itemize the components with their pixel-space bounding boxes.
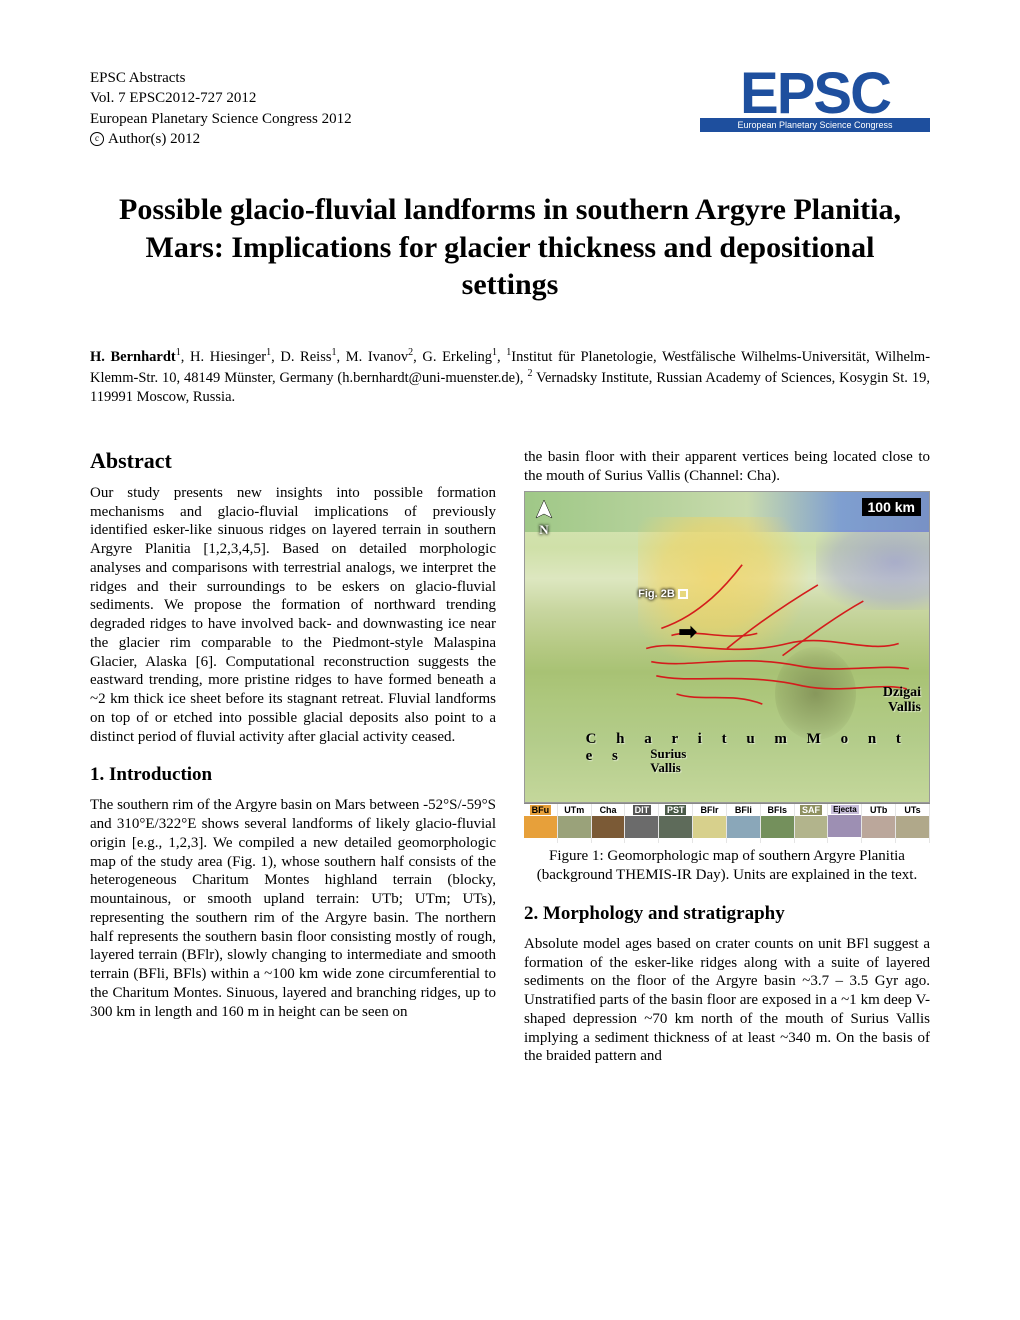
north-label: N [535,522,553,538]
fig-2b-callout: Fig. 2B [638,588,688,600]
authors-affiliations: H. Bernhardt1, H. Hiesinger1, D. Reiss1,… [90,346,930,408]
dzigai-vallis-label: Dzigai Vallis [883,685,921,716]
introduction-text: The southern rim of the Argyre basin on … [90,796,496,1021]
legend-item: PST [659,804,693,843]
legend-item: BFlr [693,804,727,843]
figure-1-map: N 100 km Fig. 2B ➡ Dzigai Vallis C h a r… [524,491,930,803]
abstract-text: Our study presents new insights into pos… [90,484,496,747]
author-lead: H. Bernhardt [90,348,176,364]
copyright-text: Author(s) 2012 [108,129,200,149]
introduction-heading: 1. Introduction [90,764,496,786]
legend-label: BFu [530,805,552,815]
left-column: Abstract Our study presents new insights… [90,448,496,1066]
legend-swatch [524,816,557,838]
copyright: c Author(s) 2012 [90,129,352,149]
epsc-logo-subtitle: European Planetary Science Congress [700,118,930,132]
legend-swatch [896,816,929,838]
surius-vallis-label: Surius Vallis [650,747,686,776]
two-column-layout: Abstract Our study presents new insights… [90,448,930,1066]
legend-label: Cha [598,805,619,815]
epsc-logo-text: EPSC [700,68,930,120]
legend-item: BFls [761,804,795,843]
legend-item: BFu [524,804,558,843]
legend-swatch [828,815,861,837]
legend-swatch [558,816,591,838]
legend-label: SAF [800,805,822,815]
right-column: the basin floor with their apparent vert… [524,448,930,1066]
legend-item: Cha [592,804,626,843]
legend-item: UTs [896,804,930,843]
col2-lead-text: the basin floor with their apparent vert… [524,448,930,486]
legend-label: BFls [765,805,789,815]
meta-line-1: EPSC Abstracts [90,68,352,88]
legend-label: UTb [868,805,890,815]
legend-item: UTb [862,804,896,843]
legend-swatch [693,816,726,838]
legend-item: SAF [795,804,829,843]
legend-item: Ejecta [828,804,862,843]
north-arrow: N [535,500,553,538]
legend-label: UTs [902,805,922,815]
morphology-text: Absolute model ages based on crater coun… [524,935,930,1066]
legend-swatch [795,816,828,838]
header-meta: EPSC Abstracts Vol. 7 EPSC2012-727 2012 … [90,68,352,149]
header: EPSC Abstracts Vol. 7 EPSC2012-727 2012 … [90,68,930,149]
figure-1-caption: Figure 1: Geomorphologic map of southern… [524,847,930,885]
charitum-montes-label: C h a r i t u m M o n t e s [586,731,929,765]
legend-item: UTm [558,804,592,843]
legend-label: PST [665,805,687,815]
figure-legend: BFu UTm Cha DIT PST BFlr BFli BFls SAF Ejecta UTb U… [524,803,930,843]
copyright-icon: c [90,132,104,146]
legend-label: UTm [562,805,586,815]
legend-label: Ejecta [831,805,859,814]
legend-swatch [761,816,794,838]
epsc-logo: EPSC European Planetary Science Congress [700,68,930,132]
legend-swatch [659,816,692,838]
abstract-heading: Abstract [90,448,496,474]
legend-swatch [592,816,625,838]
legend-item: BFli [727,804,761,843]
paper-title: Possible glacio-fluvial landforms in sou… [100,191,920,304]
morphology-heading: 2. Morphology and stratigraphy [524,903,930,925]
legend-label: DIT [633,805,652,815]
meta-line-2: Vol. 7 EPSC2012-727 2012 [90,88,352,108]
legend-swatch [625,816,658,838]
legend-swatch [727,816,760,838]
legend-label: BFlr [699,805,721,815]
direction-arrow-icon: ➡ [679,619,697,645]
scale-bar-label: 100 km [862,498,921,516]
legend-label: BFli [733,805,754,815]
legend-swatch [862,816,895,838]
meta-line-3: European Planetary Science Congress 2012 [90,109,352,129]
fig-2b-box-icon [678,589,688,599]
legend-item: DIT [625,804,659,843]
north-triangle-icon [535,500,553,522]
figure-1: N 100 km Fig. 2B ➡ Dzigai Vallis C h a r… [524,491,930,885]
